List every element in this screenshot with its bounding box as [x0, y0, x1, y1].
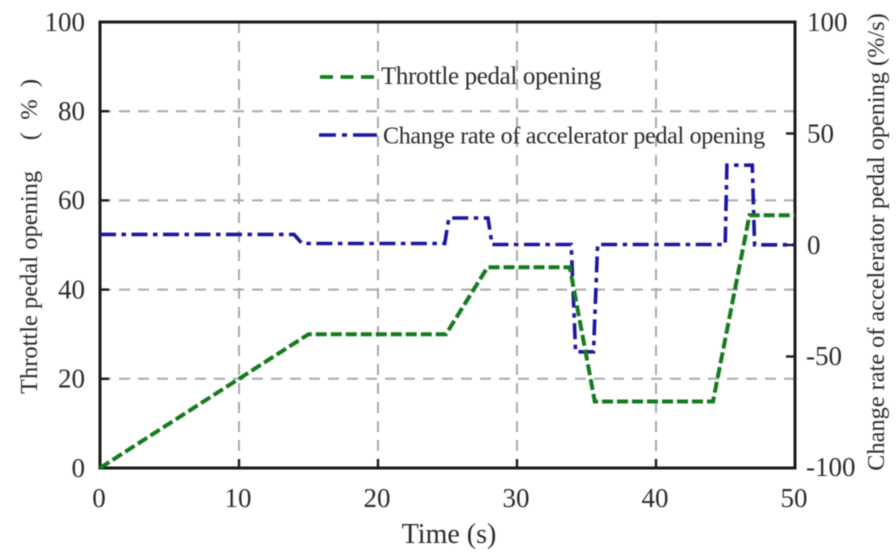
svg-text:50: 50 — [807, 119, 834, 149]
svg-text:10: 10 — [225, 483, 252, 513]
svg-text:Throttle pedal opening: Throttle pedal opening — [381, 63, 602, 90]
svg-text:Time (s): Time (s) — [402, 519, 497, 550]
svg-text:100: 100 — [45, 7, 86, 37]
svg-text:-50: -50 — [806, 341, 842, 371]
svg-text:60: 60 — [58, 185, 85, 215]
svg-text:30: 30 — [503, 483, 530, 513]
svg-text:100: 100 — [807, 7, 848, 37]
svg-text:Change rate of accelerator ped: Change rate of accelerator pedal opening… — [863, 13, 890, 470]
svg-text:0: 0 — [807, 230, 821, 260]
svg-text:-100: -100 — [806, 452, 856, 482]
svg-text:0: 0 — [92, 483, 106, 513]
svg-text:Throttle pedal opening (: Throttle pedal opening ( % ) — [16, 79, 43, 394]
svg-text:80: 80 — [58, 96, 85, 126]
svg-text:40: 40 — [642, 483, 669, 513]
svg-text:20: 20 — [364, 483, 391, 513]
svg-text:0: 0 — [72, 453, 86, 483]
svg-text:50: 50 — [781, 483, 808, 513]
svg-text:Change rate of accelerator ped: Change rate of accelerator pedal opening — [383, 124, 765, 150]
svg-text:40: 40 — [58, 274, 85, 304]
svg-text:20: 20 — [58, 364, 85, 394]
